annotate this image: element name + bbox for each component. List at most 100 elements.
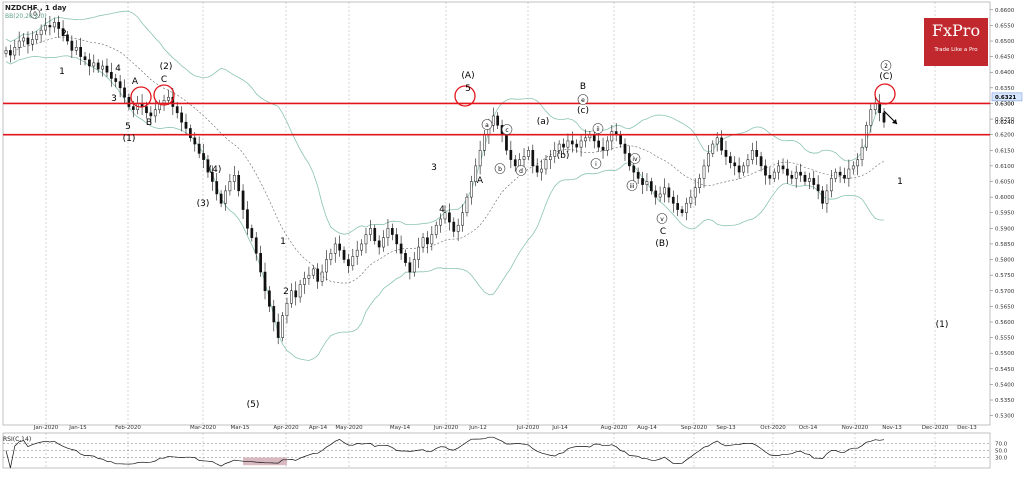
wave-label: 1 bbox=[59, 67, 65, 77]
wave-label: (B) bbox=[655, 239, 668, 249]
candle-body bbox=[680, 209, 684, 213]
candle-body bbox=[404, 253, 407, 263]
candle-body bbox=[772, 171, 776, 179]
indicator-label: BB(20,20,2.0) bbox=[5, 13, 47, 20]
x-tick-label: Jul-14 bbox=[551, 425, 568, 431]
candle-body bbox=[268, 290, 271, 307]
candle-body bbox=[329, 253, 333, 260]
projection-arrowhead bbox=[892, 119, 897, 124]
candle-body bbox=[478, 150, 482, 167]
y-tick-label: 0.5400 bbox=[995, 382, 1015, 388]
wave-label: 5 bbox=[465, 84, 471, 94]
candle-body bbox=[671, 196, 675, 204]
candle-body bbox=[584, 137, 587, 142]
candle-body bbox=[812, 178, 816, 185]
candle-body bbox=[44, 25, 47, 31]
candle-body bbox=[311, 268, 315, 276]
candle-body bbox=[483, 134, 486, 151]
candle-body bbox=[733, 162, 737, 167]
candle-body bbox=[658, 193, 662, 198]
candle-body bbox=[654, 190, 658, 198]
candle-body bbox=[689, 196, 693, 204]
candle-body bbox=[290, 290, 293, 304]
wave-label-ring bbox=[629, 153, 641, 164]
candle-body bbox=[210, 171, 214, 182]
candle-body bbox=[347, 259, 350, 267]
candle-body bbox=[816, 184, 820, 192]
candle-body bbox=[338, 243, 341, 251]
current-price-box bbox=[991, 92, 1023, 102]
x-tick-label: Nov-13 bbox=[882, 425, 902, 431]
candle-body bbox=[320, 271, 324, 282]
candle-body bbox=[52, 22, 56, 28]
wave-label: d bbox=[519, 168, 523, 175]
candle-body bbox=[35, 34, 39, 40]
x-tick-label: Sep-13 bbox=[716, 425, 736, 431]
candle-body bbox=[531, 150, 535, 167]
wave-labels: 0 2 1 4 3 5 (1) A B C (2) (3) (4) (5) 1 2 3 4 5 (A) A B C (B) 2 (… bbox=[29, 8, 948, 410]
x-tick-label: Mar-15 bbox=[230, 425, 250, 431]
candle-body bbox=[829, 178, 833, 192]
candle-body bbox=[711, 143, 715, 154]
y-tick-label: 0.5450 bbox=[995, 367, 1015, 373]
candle-body bbox=[66, 34, 69, 42]
candle-body bbox=[83, 56, 87, 61]
candlestick-series bbox=[4, 15, 886, 345]
candle-body bbox=[408, 262, 412, 273]
y-tick-label: 0.5500 bbox=[995, 351, 1015, 357]
candle-body bbox=[224, 190, 227, 204]
price-axis: 0.6600 0.6550 0.6500 0.6450 0.6400 0.6350 0.63… bbox=[990, 8, 1015, 420]
candle-body bbox=[474, 165, 478, 182]
wave-label: ii bbox=[596, 126, 600, 133]
wave-label: (a) bbox=[537, 117, 550, 127]
candle-body bbox=[377, 240, 381, 248]
x-tick-label: Jul-2020 bbox=[516, 425, 540, 431]
candle-body bbox=[557, 143, 561, 151]
candle-body bbox=[364, 234, 368, 245]
candle-body bbox=[750, 150, 754, 160]
wave-label: e bbox=[581, 97, 585, 104]
y-tick-label: 0.6550 bbox=[995, 23, 1015, 29]
y-tick-label: 0.5900 bbox=[995, 226, 1015, 232]
candle-body bbox=[92, 62, 96, 67]
candle-body bbox=[768, 175, 772, 179]
candle-body bbox=[386, 228, 390, 238]
y-tick-label: 0.6250 bbox=[995, 117, 1015, 123]
candle-body bbox=[786, 168, 789, 176]
candle-body bbox=[667, 187, 671, 198]
wave-label: (c) bbox=[577, 106, 589, 116]
wave-label: 2 bbox=[61, 29, 67, 39]
candle-body bbox=[101, 65, 104, 70]
candle-body bbox=[180, 112, 183, 123]
x-tick-label: Apr-14 bbox=[309, 425, 328, 431]
candle-body bbox=[597, 140, 600, 148]
wave-label-ring bbox=[590, 158, 602, 169]
candle-body bbox=[540, 168, 543, 173]
wave-label: iv bbox=[632, 156, 638, 163]
bb-lower-line bbox=[5, 55, 885, 361]
candle-body bbox=[649, 181, 653, 192]
candle-body bbox=[869, 109, 873, 126]
wave-label: B bbox=[580, 82, 586, 92]
candle-body bbox=[729, 156, 732, 164]
y-tick-label: 0.6500 bbox=[995, 39, 1015, 45]
candle-body bbox=[325, 259, 328, 273]
wave-label: (C) bbox=[879, 72, 892, 82]
candle-body bbox=[645, 181, 649, 185]
candle-body bbox=[145, 106, 148, 114]
candle-body bbox=[369, 228, 372, 235]
candle-body bbox=[865, 125, 868, 148]
x-tick-label: May-14 bbox=[390, 425, 411, 431]
highlight-circle bbox=[874, 83, 896, 105]
candle-body bbox=[421, 237, 425, 248]
candle-body bbox=[636, 171, 640, 179]
candle-body bbox=[74, 47, 78, 51]
wave-label: 2 bbox=[283, 287, 289, 297]
candle-body bbox=[439, 218, 442, 226]
candle-body bbox=[570, 140, 574, 145]
candle-body bbox=[417, 246, 421, 260]
rsi-tick-label: 50.0 bbox=[995, 449, 1008, 455]
candle-body bbox=[764, 165, 767, 176]
wave-label: 2 bbox=[884, 63, 888, 70]
x-tick-label: Jan-15 bbox=[68, 425, 87, 431]
